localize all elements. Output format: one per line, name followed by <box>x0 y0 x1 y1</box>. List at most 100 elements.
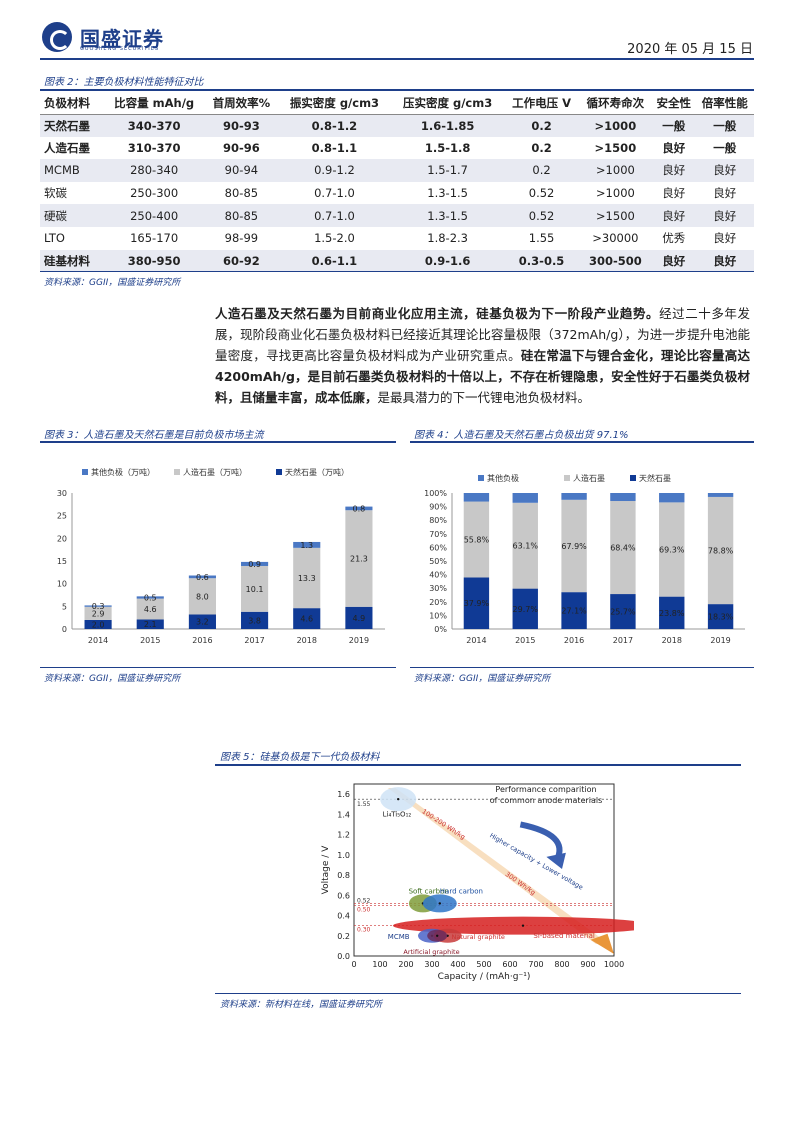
table-cell: 80-85 <box>204 204 278 227</box>
chart5-top-rule <box>215 764 741 766</box>
x-tick-label: 200 <box>398 960 413 969</box>
chart3-caption: 图表 3：人造石墨及天然石墨是目前负极市场主流 <box>44 430 264 441</box>
body-paragraph: 人造石墨及天然石墨为目前商业化应用主流，硅基负极为下一阶段产业趋势。经过二十多年… <box>215 303 750 408</box>
chart-title: of common anode materials <box>490 796 603 805</box>
table-header-cell: 振实密度 g/cm3 <box>277 92 392 115</box>
bar-segment <box>136 598 164 620</box>
table-cell: 1.5-1.8 <box>424 140 471 155</box>
bar-segment <box>293 541 321 548</box>
y-tick-label: 20 <box>57 534 67 543</box>
x-tick-label: 2014 <box>466 636 486 645</box>
bar-segment <box>345 510 373 607</box>
x-tick-label: 2015 <box>140 636 160 645</box>
x-tick-label: 2017 <box>244 636 264 645</box>
legend-swatch <box>478 475 484 481</box>
bar-data-label: 2.1 <box>144 620 157 629</box>
material-point <box>438 902 441 905</box>
y-tick-label: 40% <box>429 571 447 580</box>
table-row: 硬碳 250-400 80-85 0.7-1.0 1.3-1.5 0.52 >1500 良好良… <box>40 204 754 227</box>
y-tick-label: 0.2 <box>337 932 350 941</box>
table-header-row: 负极材料 比容量 mAh/g 首周效率% 振实密度 g/cm3 压实密度 g/c… <box>40 92 754 115</box>
bar-segment <box>463 577 490 629</box>
bar-segment <box>463 493 490 502</box>
bar-data-label: 8.0 <box>196 592 209 601</box>
stacked-bar-chart-volume: 其他负极（万吨） 人造石墨（万吨） 天然石墨（万吨） 0 5 10 15 20 25 30 2.0 2… <box>57 467 385 645</box>
table-cell: 0.52 <box>528 186 555 201</box>
bar-data-label: 4.6 <box>144 605 157 614</box>
bar-data-label: 25.7% <box>610 608 636 617</box>
x-tick-label: 2019 <box>349 636 369 645</box>
chart5-bottom-rule <box>215 993 741 994</box>
bar-segment <box>136 596 164 599</box>
y-tick-label: 5 <box>62 602 67 611</box>
bar-segment <box>512 493 538 503</box>
bar-segment <box>188 575 216 579</box>
bar-data-label: 27.1% <box>561 607 587 616</box>
table-cell: 1.6-1.85 <box>391 114 505 137</box>
table-header-cell: 倍率性能 <box>695 92 754 115</box>
report-date: 2020 年 05 月 15 日 <box>627 42 753 57</box>
table-row: 人造石墨 310-370 90-96 0.8-1.1 1.5-1.8 0.2 >1500 良好… <box>40 137 754 160</box>
material-label: Soft carbon <box>409 887 449 895</box>
table-cell: 良好 <box>651 249 696 273</box>
y-tick-label: 0.6 <box>337 891 350 900</box>
bar-data-label: 29.7% <box>513 605 539 614</box>
bar-segment <box>610 594 636 629</box>
table-bottom-rule <box>40 271 754 272</box>
table-cell: 0.9-1.2 <box>277 159 392 182</box>
table-cell: 1.3-1.5 <box>391 204 505 227</box>
bar-segment <box>188 614 216 629</box>
table-cell: 优秀 <box>662 231 686 246</box>
table-cell: MCMB <box>40 159 104 182</box>
table-cell: 0.3-0.5 <box>504 249 579 273</box>
bar-segment <box>188 578 216 615</box>
table-cell: 良好 <box>695 159 754 182</box>
y-tick-label: 0% <box>434 625 447 634</box>
logo-icon <box>42 22 72 52</box>
table-cell: 硬碳 <box>40 204 104 227</box>
chart4-bottom-rule <box>410 667 754 668</box>
bar-data-label: 18.3% <box>708 613 734 622</box>
bar-data-label: 2.0 <box>92 620 105 629</box>
table-header-cell: 安全性 <box>651 92 696 115</box>
y-tick-label: 20% <box>429 598 447 607</box>
y-tick-label: 1.4 <box>337 810 350 819</box>
table-row: LTO 165-170 98-99 1.5-2.0 1.8-2.3 1.55 >30000 优… <box>40 227 754 250</box>
x-tick-label: 2017 <box>613 636 633 645</box>
bar-segment <box>293 547 321 609</box>
table-cell: 0.2 <box>504 159 579 182</box>
y-tick-label: 10% <box>429 611 447 620</box>
table-cell: 良好 <box>695 249 754 273</box>
y-tick-label: 1.2 <box>337 831 350 840</box>
chart4-caption: 图表 4：人造石墨及天然石墨占负极出货 97.1% <box>414 430 629 441</box>
curved-arrow-head <box>546 852 566 869</box>
bar-segment <box>463 501 490 578</box>
bar-segment <box>136 619 164 629</box>
bar-segment <box>84 619 112 629</box>
bar-segment <box>345 506 373 511</box>
table-cell: LTO <box>44 231 65 246</box>
table-cell: >1500 <box>594 140 637 155</box>
bar-data-label: 68.4% <box>610 544 636 553</box>
table-cell: >1500 <box>578 204 652 227</box>
material-label: MCMB <box>388 933 410 941</box>
legend-swatch <box>564 475 570 481</box>
legend-label: 其他负极 <box>487 473 519 483</box>
bar-segment <box>561 592 587 629</box>
table-caption: 图表 2：主要负极材料性能特征对比 <box>44 77 204 88</box>
table-header-cell: 工作电压 V <box>504 92 579 115</box>
bar-segment <box>512 502 538 589</box>
bar-segment <box>241 565 269 612</box>
guide-value-label: 0.30 <box>357 927 371 934</box>
table-cell: 一般 <box>651 114 696 137</box>
y-tick-label: 80% <box>429 516 447 525</box>
trend-arrow-head <box>590 933 614 954</box>
table-cell: 0.8-1.2 <box>277 114 392 137</box>
y-tick-label: 100% <box>424 489 447 498</box>
x-tick-label: 2015 <box>515 636 535 645</box>
table-cell: 良好 <box>662 186 686 201</box>
bar-data-label: 0.9 <box>248 560 261 569</box>
bar-segment <box>707 604 734 629</box>
bar-segment <box>84 605 112 607</box>
bar-segment <box>659 596 685 629</box>
